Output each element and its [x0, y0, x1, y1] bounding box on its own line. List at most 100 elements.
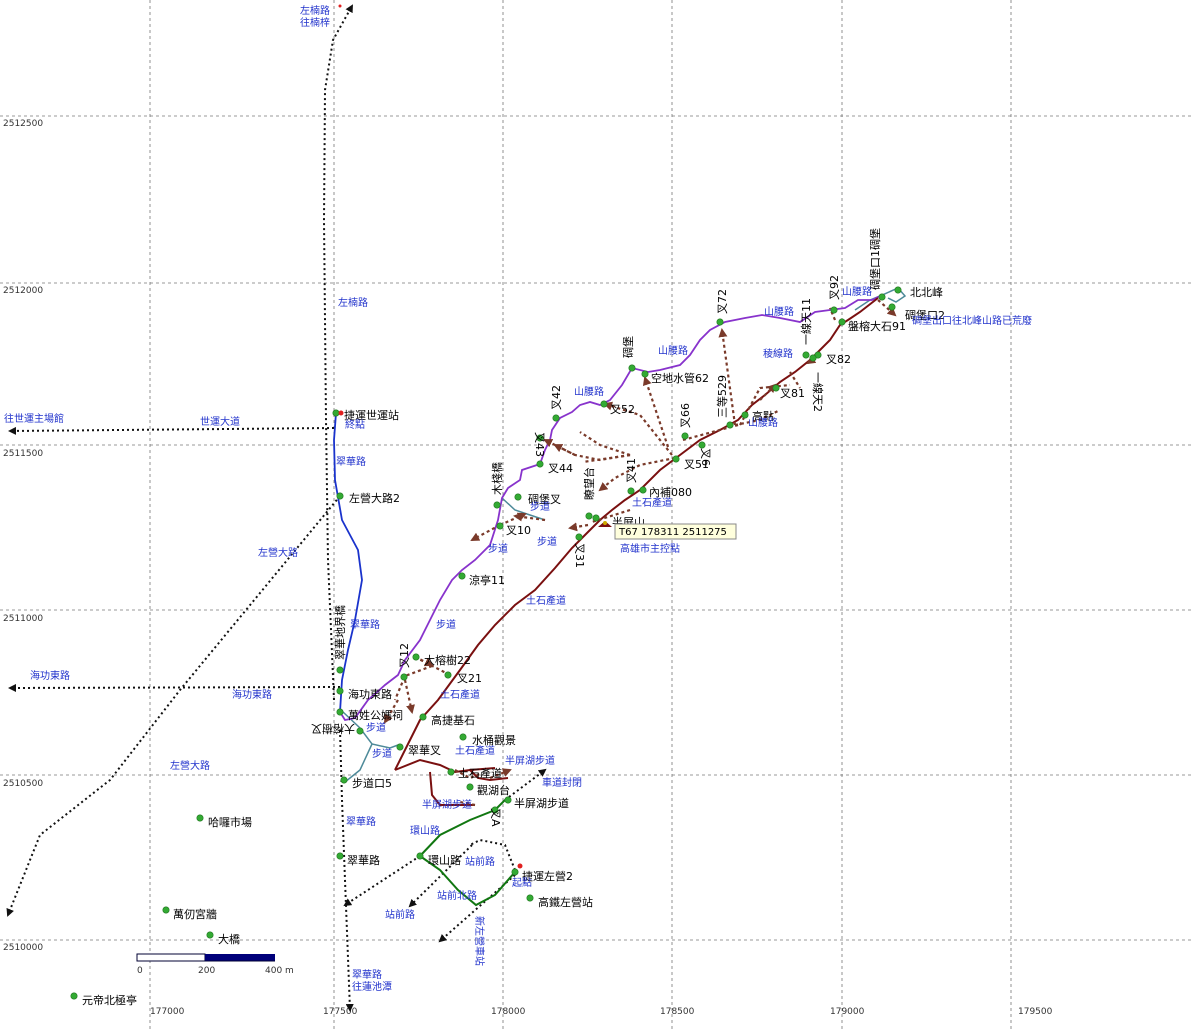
- waypoint-dot[interactable]: [575, 533, 583, 541]
- waypoint-dot[interactable]: [698, 441, 706, 449]
- waypoint-dot[interactable]: [627, 487, 635, 495]
- waypoint-海功東路[interactable]: 海功東路: [336, 687, 392, 701]
- waypoint-高點[interactable]: 高點: [741, 409, 774, 423]
- waypoint-大榕樹22[interactable]: 大榕樹22: [412, 653, 471, 667]
- waypoint-dot[interactable]: [336, 666, 344, 674]
- waypoint-叉21[interactable]: 叉21: [444, 671, 482, 685]
- waypoint-dot[interactable]: [672, 455, 680, 463]
- waypoint-dot[interactable]: [639, 486, 647, 494]
- waypoint-dot[interactable]: [400, 673, 408, 681]
- waypoint-dot[interactable]: [336, 687, 344, 695]
- waypoint-叉41[interactable]: 叉41: [625, 458, 638, 495]
- waypoint-土石產道[interactable]: 土石產道: [447, 766, 502, 780]
- waypoint-叉6[interactable]: 叉6: [698, 441, 712, 466]
- waypoint-dot[interactable]: [458, 572, 466, 580]
- waypoint-dot[interactable]: [894, 286, 902, 294]
- waypoint-dot[interactable]: [681, 432, 689, 440]
- waypoint-dot[interactable]: [416, 852, 424, 860]
- summit-marker-icon[interactable]: [598, 521, 612, 527]
- waypoint-dot[interactable]: [552, 414, 560, 422]
- waypoint-dot[interactable]: [526, 894, 534, 902]
- waypoint-dot[interactable]: [878, 293, 886, 301]
- waypoint-叉51[interactable]: 叉51: [672, 455, 709, 471]
- waypoint-元帝北極亭[interactable]: 元帝北極亭: [70, 992, 137, 1007]
- waypoint-盤榕大石91[interactable]: 盤榕大石91: [838, 318, 906, 333]
- waypoint-dot[interactable]: [716, 318, 724, 326]
- waypoint-dot[interactable]: [511, 868, 519, 876]
- waypoint-叉72[interactable]: 叉72: [716, 289, 729, 326]
- waypoint-dot[interactable]: [536, 434, 544, 442]
- waypoint-叉A[interactable]: 叉A: [489, 806, 502, 827]
- waypoint-dot[interactable]: [336, 492, 344, 500]
- waypoint-北北峰[interactable]: 北北峰: [894, 286, 943, 299]
- waypoint-瞭望台[interactable]: 瞭望台: [582, 467, 596, 520]
- waypoint-三等529[interactable]: 三等529: [715, 375, 734, 429]
- waypoint-叉66[interactable]: 叉66: [679, 403, 692, 440]
- waypoint-叉31[interactable]: 叉31: [573, 533, 586, 568]
- waypoint-左營大路2[interactable]: 左營大路2: [336, 491, 400, 505]
- waypoint-高捷基石[interactable]: 高捷基石: [419, 713, 475, 727]
- waypoint-碉堡口2[interactable]: 碉堡口2: [888, 303, 945, 322]
- waypoint-dot[interactable]: [592, 514, 600, 522]
- waypoint-叉82[interactable]: 叉82: [814, 351, 851, 366]
- waypoint-dot[interactable]: [536, 460, 544, 468]
- waypoint-捷運世運站[interactable]: 捷運世運站: [332, 408, 399, 422]
- waypoint-dot[interactable]: [838, 318, 846, 326]
- waypoint-一線天2[interactable]: 一線天2: [809, 354, 825, 412]
- waypoint-dot[interactable]: [419, 713, 427, 721]
- waypoint-dot[interactable]: [809, 354, 817, 362]
- waypoint-內補080[interactable]: 內補080: [639, 486, 692, 499]
- waypoint-dot[interactable]: [585, 512, 593, 520]
- waypoint-萬姓公媽祠[interactable]: 萬姓公媽祠: [336, 708, 403, 722]
- waypoint-叉44[interactable]: 叉44: [536, 460, 573, 475]
- waypoint-dot[interactable]: [514, 493, 522, 501]
- waypoint-叉42[interactable]: 叉42: [550, 385, 563, 422]
- waypoint-dot[interactable]: [356, 727, 364, 735]
- waypoint-dot[interactable]: [70, 992, 78, 1000]
- waypoint-叉43[interactable]: 叉43: [533, 432, 546, 457]
- waypoint-dot[interactable]: [206, 931, 214, 939]
- waypoint-翠華地界橋[interactable]: 翠華地界橋: [333, 605, 347, 674]
- waypoint-dot[interactable]: [412, 653, 420, 661]
- waypoint-dot[interactable]: [493, 501, 501, 509]
- waypoint-dot[interactable]: [336, 708, 344, 716]
- waypoint-dot[interactable]: [340, 776, 348, 784]
- waypoint-叉81[interactable]: 叉81: [772, 384, 805, 400]
- waypoint-叉52[interactable]: 叉52: [600, 400, 635, 416]
- waypoint-一線天11[interactable]: 一線天11: [799, 298, 813, 359]
- waypoint-步道口5[interactable]: 步道口5: [340, 776, 392, 790]
- waypoint-半屏湖步道[interactable]: 半屏湖步道: [504, 796, 569, 810]
- waypoint-叉10[interactable]: 叉10: [496, 522, 531, 537]
- waypoint-dot[interactable]: [741, 411, 749, 419]
- waypoint-dot[interactable]: [726, 421, 734, 429]
- waypoint-翠華叉[interactable]: 翠華叉: [396, 743, 441, 757]
- waypoint-碉堡口[interactable]: 碉堡口1碉堡: [868, 228, 886, 301]
- waypoint-dot[interactable]: [447, 768, 455, 776]
- waypoint-dot[interactable]: [802, 351, 810, 359]
- waypoint-dot[interactable]: [336, 852, 344, 860]
- waypoint-碉堡[interactable]: 碉堡: [621, 336, 636, 372]
- waypoint-dot[interactable]: [600, 400, 608, 408]
- waypoint-空地水管62[interactable]: 空地水管62: [641, 370, 709, 385]
- waypoint-涼亭11[interactable]: 涼亭11: [458, 572, 505, 587]
- waypoint-叉92[interactable]: 叉92: [828, 275, 841, 314]
- waypoint-翠華路[interactable]: 翠華路: [336, 852, 380, 867]
- waypoint-dot[interactable]: [466, 783, 474, 791]
- waypoint-dot[interactable]: [772, 384, 780, 392]
- waypoint-高鐵左營站[interactable]: 高鐵左營站: [526, 894, 593, 909]
- waypoint-dot[interactable]: [444, 671, 452, 679]
- waypoint-dot[interactable]: [496, 522, 504, 530]
- waypoint-dot[interactable]: [332, 409, 340, 417]
- waypoint-叉12[interactable]: 叉12: [398, 643, 411, 681]
- waypoint-觀湖台[interactable]: 觀湖台: [466, 783, 510, 797]
- waypoint-捷運左營2[interactable]: 捷運左營2: [511, 868, 573, 883]
- waypoint-哈囉市場[interactable]: 哈囉市場: [196, 814, 252, 829]
- waypoint-環山路[interactable]: 環山路: [416, 852, 461, 867]
- waypoint-碉堡叉[interactable]: 碉堡叉: [514, 492, 561, 506]
- waypoint-dot[interactable]: [504, 796, 512, 804]
- waypoint-dot[interactable]: [628, 364, 636, 372]
- waypoint-dot[interactable]: [888, 303, 896, 311]
- waypoint-dot[interactable]: [162, 906, 170, 914]
